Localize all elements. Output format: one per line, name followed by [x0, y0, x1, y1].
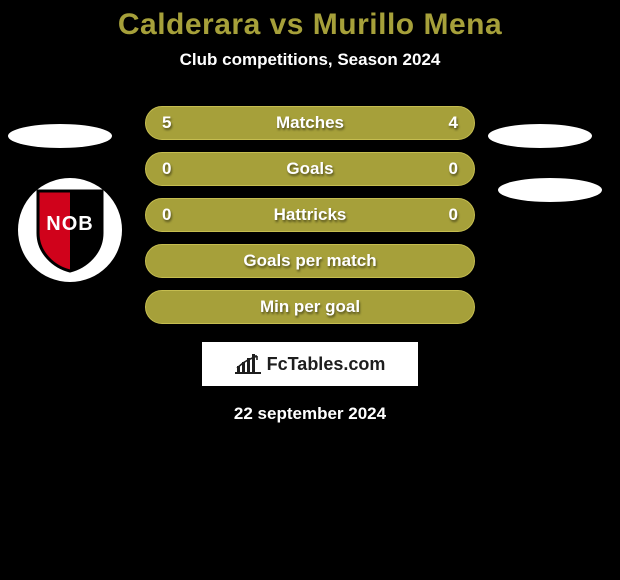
stat-right-value: 0 — [449, 159, 458, 179]
club-badge: NOB — [18, 178, 122, 282]
stat-row: Goals per match — [145, 244, 475, 278]
club-badge-text: NOB — [34, 213, 106, 236]
decor-ellipse — [498, 178, 602, 202]
stat-left-value: 0 — [162, 205, 171, 225]
stat-right-value: 0 — [449, 205, 458, 225]
stat-left-value: 5 — [162, 113, 171, 133]
stat-label: Matches — [276, 113, 344, 133]
decor-ellipse — [488, 124, 592, 148]
brand-text: FcTables.com — [267, 354, 386, 375]
chart-icon — [235, 354, 261, 374]
stat-label: Goals per match — [243, 251, 376, 271]
stat-label: Min per goal — [260, 297, 360, 317]
stat-row: 0 Goals 0 — [145, 152, 475, 186]
stat-label: Hattricks — [274, 205, 347, 225]
subtitle: Club competitions, Season 2024 — [0, 50, 620, 70]
stat-right-value: 4 — [449, 113, 458, 133]
decor-ellipse — [8, 124, 112, 148]
stat-label: Goals — [286, 159, 333, 179]
stat-row: 0 Hattricks 0 — [145, 198, 475, 232]
brand-box[interactable]: FcTables.com — [202, 342, 418, 386]
stat-left-value: 0 — [162, 159, 171, 179]
stat-row: Min per goal — [145, 290, 475, 324]
date-text: 22 september 2024 — [0, 404, 620, 424]
page-title: Calderara vs Murillo Mena — [0, 8, 620, 42]
stat-row: 5 Matches 4 — [145, 106, 475, 140]
